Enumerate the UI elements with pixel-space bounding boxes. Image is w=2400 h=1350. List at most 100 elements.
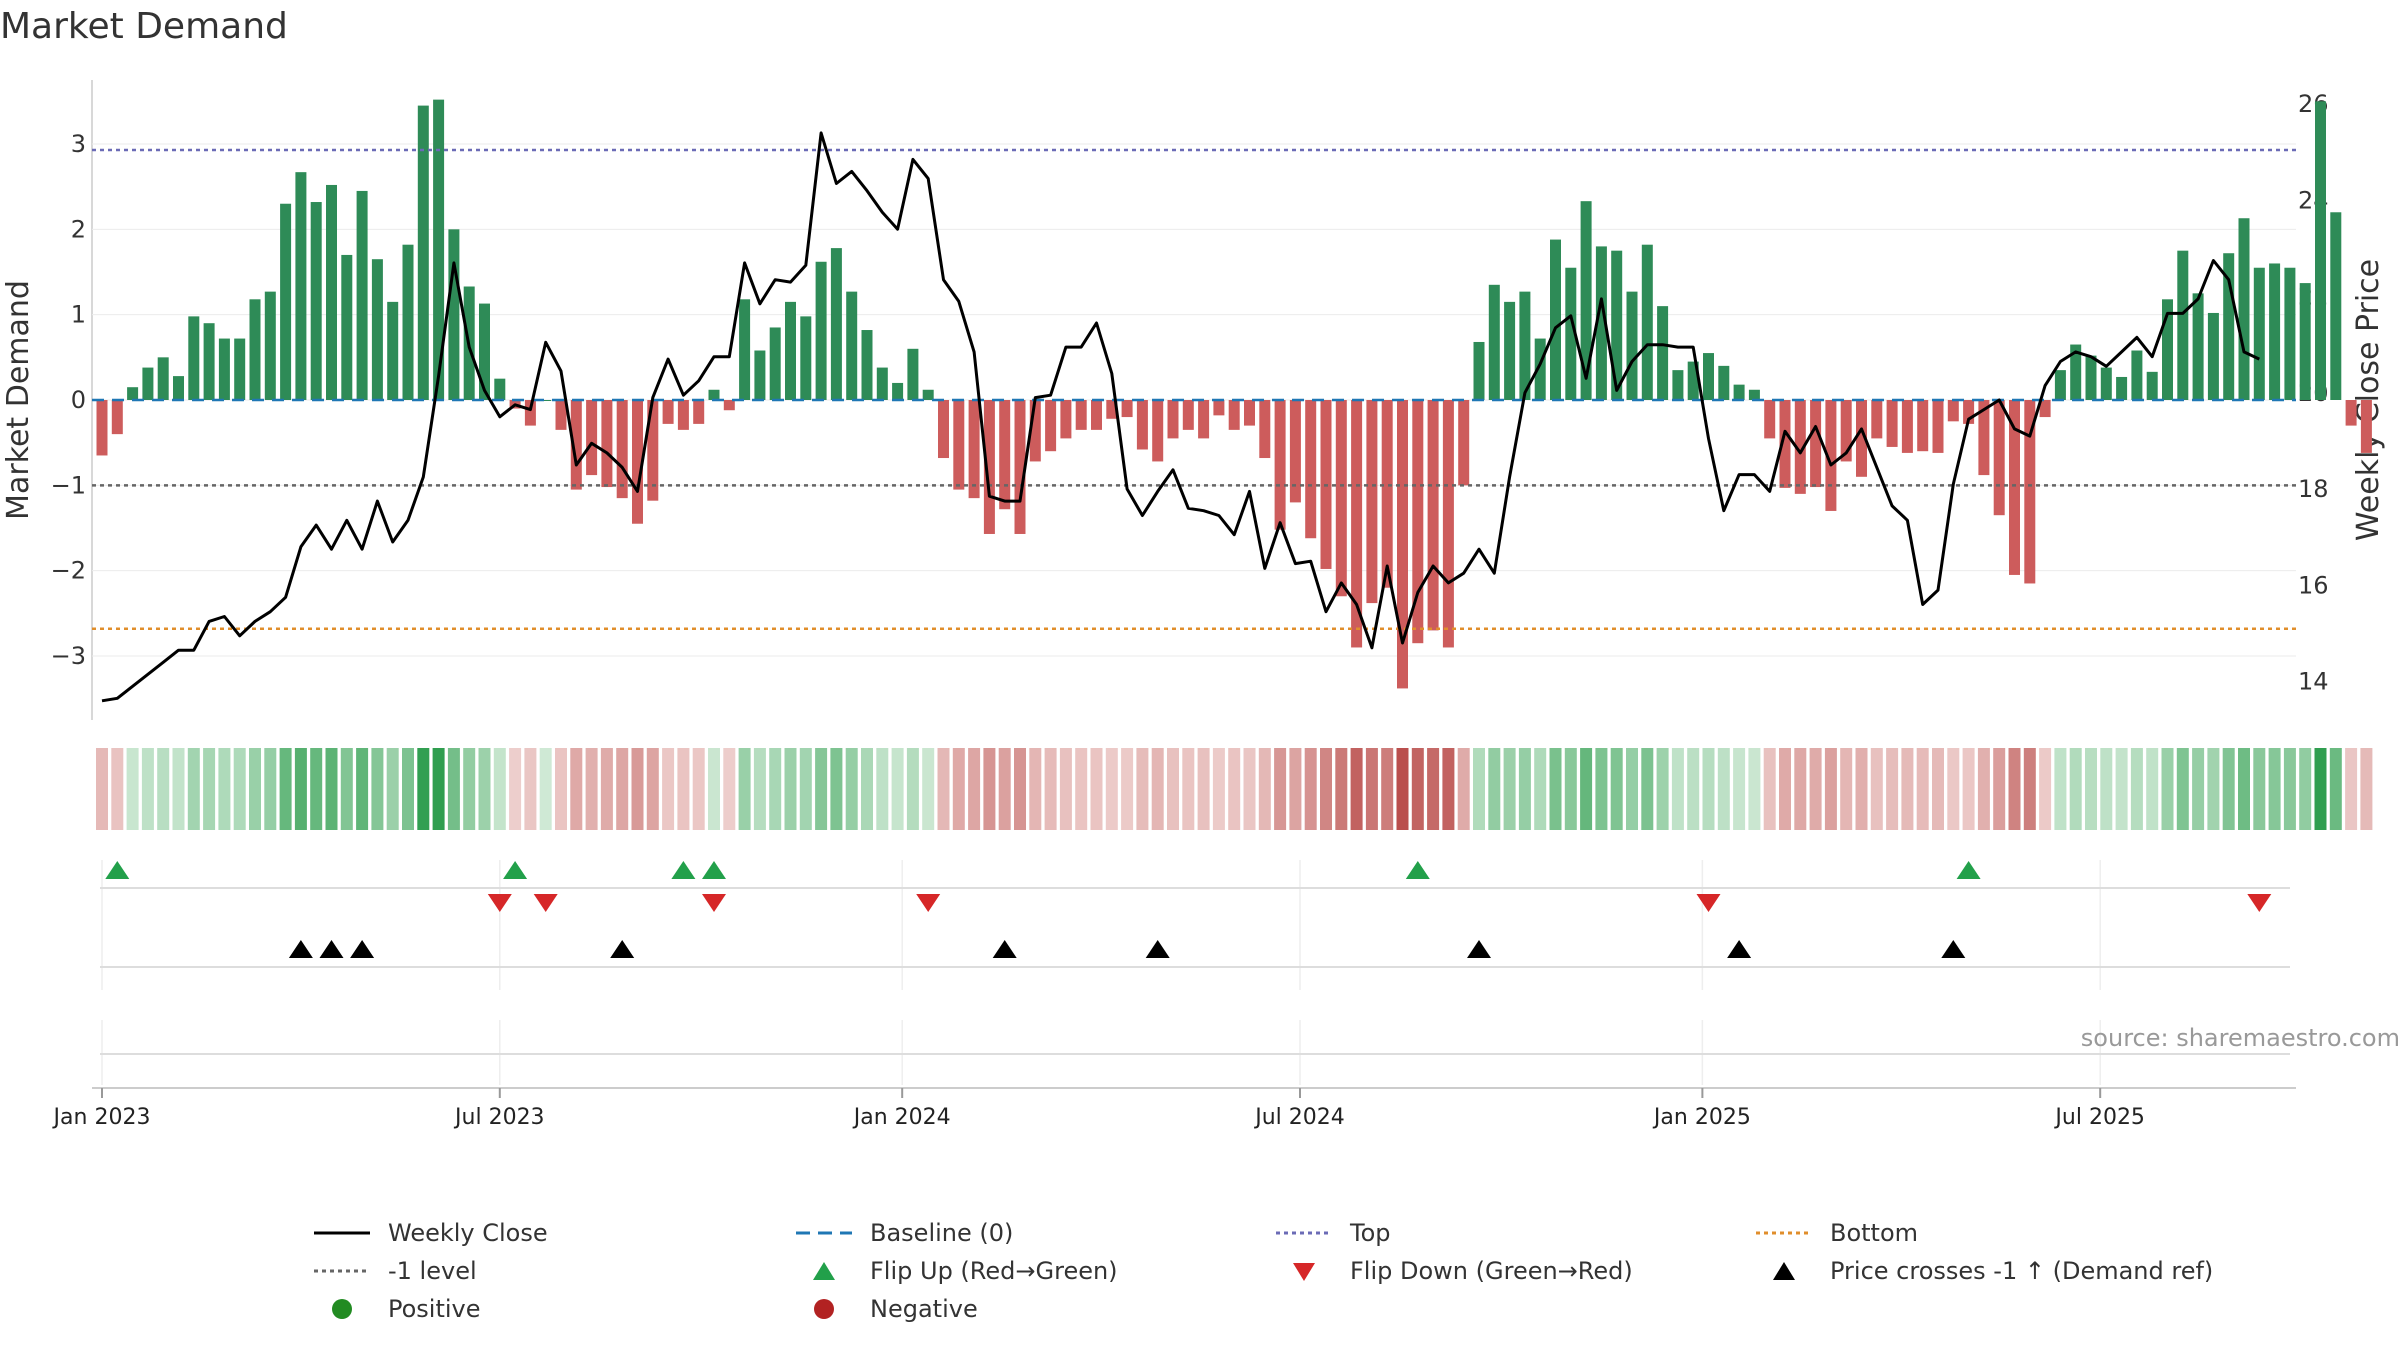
price-cross-marker [319,940,344,958]
demand-bar [570,400,582,490]
heat-strip-cell [432,748,445,830]
heat-strip-cell [172,748,185,830]
demand-bar [479,303,490,400]
demand-bar [2116,376,2128,400]
demand-bar [1641,244,1653,400]
heat-strip-cell [1151,748,1164,830]
demand-bar [2192,293,2204,400]
demand-bar [387,301,399,400]
heat-strip-cell [2314,748,2327,830]
heat-strip-cell [2100,748,2113,830]
demand-bar [1703,353,1714,400]
legend-label: Negative [870,1295,978,1323]
flip-down-marker [702,894,726,912]
weekly-close-line [101,131,2260,703]
demand-bar [1748,389,1760,400]
heat-strip-cell [2161,748,2174,830]
legend-label: Flip Up (Red→Green) [870,1257,1118,1285]
demand-bar [1886,400,1898,447]
source-credit: source: sharemaestro.com [2080,1024,2400,1052]
flip-down-marker [2247,894,2272,912]
heat-strip-cell [1121,748,1134,830]
demand-bar [846,291,858,400]
price-cross-marker [350,940,375,958]
demand-bar [2284,267,2296,400]
heat-strip-cell [539,748,552,830]
demand-bar [2315,101,2326,400]
demand-bar [1213,400,1225,416]
heat-strip-cell [1105,748,1118,830]
legend-item-cross: Price crosses -1 ↑ (Demand ref) [1752,1256,2213,1286]
heat-strip-cell [1212,748,1225,830]
demand-bar [494,378,506,400]
demand-bar [1825,400,1837,511]
heat-strip-cell [1840,748,1853,830]
heat-strip-cell [600,748,613,830]
legend-label: Bottom [1830,1219,1919,1247]
heat-strip-cell [1733,748,1746,830]
heat-strip-cell [1090,748,1103,830]
demand-bar [1580,201,1592,400]
demand-bar [203,323,215,400]
demand-bar [769,327,781,400]
demand-bar [2207,312,2219,400]
heat-strip-cell [2146,748,2159,830]
demand-bar [326,184,337,400]
demand-bar [647,400,659,501]
demand-bar [800,316,812,400]
heat-strip-cell [1779,748,1791,830]
demand-bar [1182,400,1194,430]
demand-bar [2177,250,2189,400]
demand-bar [295,172,307,400]
heat-strip-cell [1610,748,1623,830]
demand-bar [1840,400,1852,462]
heat-strip-cell [1503,748,1516,830]
heat-strip-cell [616,748,629,830]
demand-bar [1152,400,1164,462]
demand-bar [2345,400,2357,426]
heat-strip-cell [1289,748,1302,830]
demand-bar [2100,367,2112,400]
heat-strip-cell [2207,748,2220,830]
heat-strip-cell [187,748,200,830]
heat-strip-cell [157,748,170,830]
legend-item-flip-up: Flip Up (Red→Green) [792,1256,1118,1286]
demand-bar [1091,400,1102,430]
heat-strip-cell [1350,748,1363,830]
y-left-tick-label: 0 [71,386,86,414]
demand-bar [1672,370,1684,400]
heat-strip-cell [325,748,338,830]
heat-strip-cell [2360,748,2373,830]
flip-up-marker [1956,861,1981,879]
demand-bar [953,400,965,490]
demand-bar [754,350,766,400]
legend-item-top: Top [1272,1218,1391,1248]
chart-title: Market Demand [0,6,288,47]
y-left-tick-label: −2 [51,557,86,585]
x-tick-label: Jul 2025 [2053,1105,2145,1130]
y-left-tick-label: −3 [51,642,86,670]
demand-bar [1963,400,1975,424]
demand-bar [1335,400,1347,597]
demand-bar [2024,400,2036,584]
flip-up-marker [503,861,528,879]
price-cross-marker [1467,940,1491,958]
demand-bar [310,202,322,400]
demand-bar [417,105,429,400]
demand-bar [157,357,169,400]
legend-label: Weekly Close [388,1219,548,1247]
demand-bar [96,400,108,456]
legend-item-negative: Negative [792,1294,978,1324]
flip-up-marker [1405,861,1430,879]
demand-bar [616,400,628,499]
demand-bar [1289,400,1301,503]
demand-bar [188,316,200,400]
heat-strip-cell [585,748,598,830]
heat-strip-cell [2222,748,2235,830]
demand-bar [433,99,445,401]
flip-up-marker [702,861,726,879]
demand-bar [1488,284,1500,400]
heat-strip-cell [1014,748,1026,830]
triangle-down-icon [1293,1263,1315,1281]
